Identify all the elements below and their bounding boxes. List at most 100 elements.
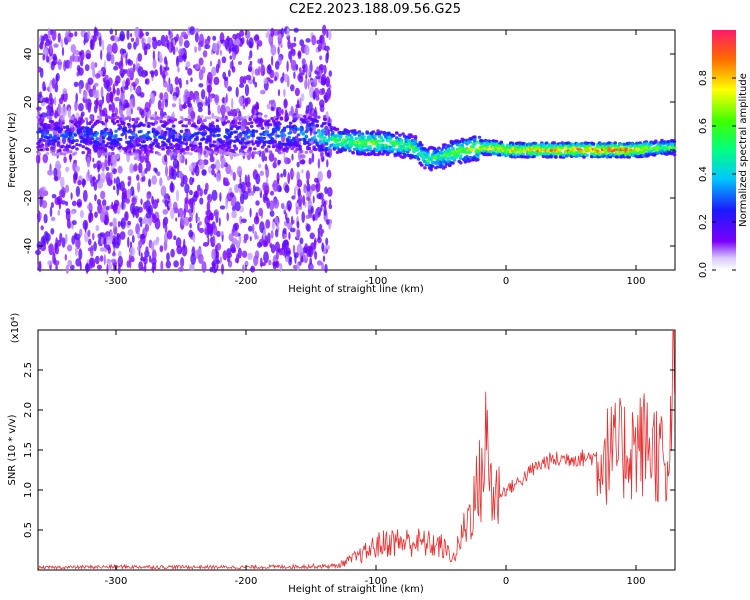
noise-cell xyxy=(309,232,315,240)
noise-cell xyxy=(126,151,131,163)
noise-cell xyxy=(126,106,132,118)
ridge-cell xyxy=(131,132,135,136)
noise-cell xyxy=(131,235,135,243)
noise-cell xyxy=(75,186,81,197)
noise-cell xyxy=(212,35,217,41)
ridge-cell xyxy=(473,135,477,139)
noise-cell xyxy=(141,175,146,182)
ridge-cell xyxy=(257,114,262,118)
noise-cell xyxy=(198,83,204,88)
ridge-cell xyxy=(410,138,415,143)
noise-cell xyxy=(96,264,102,270)
ridge-cell xyxy=(78,143,82,147)
ridge-cell xyxy=(101,136,106,140)
noise-cell xyxy=(99,210,106,223)
ridge-cell xyxy=(214,115,218,119)
noise-cell xyxy=(164,222,168,234)
ridge-cell xyxy=(164,130,168,134)
noise-cell xyxy=(61,136,67,145)
ridge-cell xyxy=(104,127,109,131)
noise-cell xyxy=(40,112,47,118)
ridge-cell xyxy=(39,122,43,126)
noise-cell xyxy=(325,52,329,64)
noise-cell xyxy=(140,198,143,205)
noise-cell xyxy=(108,104,112,112)
noise-cell xyxy=(117,165,123,174)
noise-cell xyxy=(92,157,95,163)
noise-cell xyxy=(148,255,152,263)
noise-cell xyxy=(110,165,114,171)
ridge-cell xyxy=(471,145,476,149)
noise-cell xyxy=(308,157,312,165)
ridge-cell xyxy=(70,120,75,124)
noise-cell xyxy=(318,88,325,96)
ridge-cell xyxy=(246,121,251,126)
ridge-cell xyxy=(379,135,384,140)
noise-cell xyxy=(201,261,207,273)
noise-cell xyxy=(325,219,330,225)
noise-cell xyxy=(93,241,97,252)
ridge-cell xyxy=(207,147,212,151)
noise-cell xyxy=(288,231,291,240)
noise-cell xyxy=(43,213,48,224)
noise-cell xyxy=(218,217,221,227)
ridge-cell xyxy=(407,136,412,140)
ridge-cell xyxy=(381,143,385,147)
ridge-cell xyxy=(98,152,103,156)
noise-cell xyxy=(114,80,119,87)
ridge-cell xyxy=(104,152,109,156)
ridge-cell xyxy=(87,148,92,152)
noise-cell xyxy=(214,173,217,178)
noise-cell xyxy=(207,237,210,245)
noise-cell xyxy=(204,215,210,225)
ridge-cell xyxy=(243,116,248,120)
ridge-cell xyxy=(50,120,54,124)
noise-cell xyxy=(270,44,277,56)
ridge-cell xyxy=(106,116,110,120)
noise-cell xyxy=(220,104,226,116)
ridge-cell xyxy=(382,130,387,135)
noise-cell xyxy=(318,228,325,234)
noise-cell xyxy=(238,61,242,65)
noise-cell xyxy=(254,81,258,88)
noise-cell xyxy=(282,168,287,178)
ridge-cell xyxy=(44,122,48,127)
noise-cell xyxy=(125,102,130,108)
noise-cell xyxy=(54,260,60,266)
noise-cell xyxy=(82,178,86,188)
noise-cell xyxy=(126,260,130,268)
ridge-cell xyxy=(371,142,376,146)
ridge-cell xyxy=(298,144,302,149)
noise-cell xyxy=(287,222,293,230)
noise-cell xyxy=(165,260,171,269)
snr-y-ticks: 0.5 1.0 1.5 2.0 2.5 xyxy=(23,362,675,538)
noise-cell xyxy=(205,210,209,216)
ridge-cell xyxy=(274,148,279,152)
noise-cell xyxy=(198,69,204,81)
noise-cell xyxy=(266,197,270,209)
colorbar-tick-label: 0.4 xyxy=(698,166,709,182)
noise-cell xyxy=(276,221,280,232)
noise-cell xyxy=(36,106,42,111)
ridge-cell xyxy=(140,153,145,157)
noise-cell xyxy=(206,71,213,84)
ridge-cell xyxy=(123,126,128,130)
noise-cell xyxy=(284,157,289,165)
noise-cell xyxy=(313,239,317,250)
ridge-cell xyxy=(196,148,201,152)
noise-cell xyxy=(291,219,295,224)
ridge-cell xyxy=(70,135,75,140)
noise-cell xyxy=(69,61,72,69)
noise-cell xyxy=(283,73,289,83)
ridge-cell xyxy=(327,146,332,150)
ridge-cell xyxy=(532,154,536,159)
noise-cell xyxy=(64,184,70,193)
noise-cell xyxy=(94,255,100,265)
noise-cell xyxy=(269,210,275,217)
noise-cell xyxy=(131,96,135,107)
noise-cell xyxy=(173,235,177,241)
ridge-cell xyxy=(240,117,245,121)
ridge-cell xyxy=(139,135,143,139)
noise-cell xyxy=(45,232,51,242)
noise-cell xyxy=(266,103,271,110)
